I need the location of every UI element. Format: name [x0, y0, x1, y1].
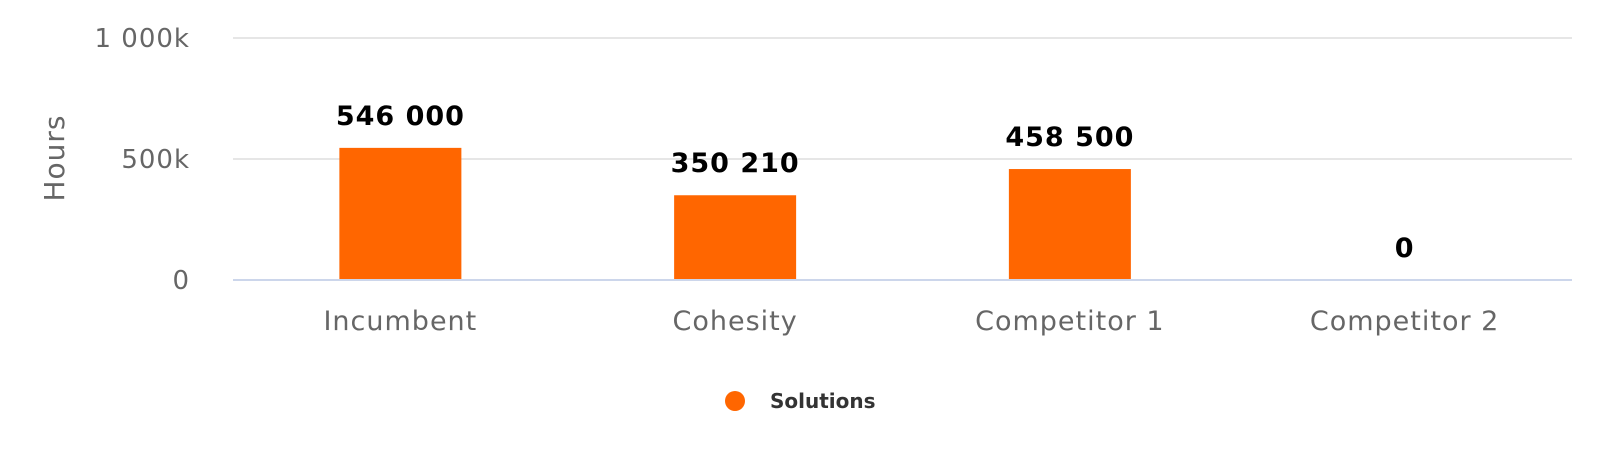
axes: 0 500k 1 000k Incumbent Cohesity Competitor 1… — [95, 24, 1572, 337]
legend[interactable]: Solutions — [725, 389, 876, 413]
data-labels: 546 000 350 210 458 500 0 — [336, 101, 1415, 264]
x-tick-label: Competitor 2 — [1310, 306, 1499, 337]
legend-marker — [725, 391, 745, 411]
x-tick-label: Cohesity — [673, 306, 798, 337]
y-tick-label: 1 000k — [95, 24, 191, 54]
y-tick-label: 0 — [172, 266, 190, 296]
bar — [674, 195, 797, 280]
data-label: 350 210 — [671, 148, 800, 179]
legend-label-solutions: Solutions — [770, 389, 876, 413]
bars — [339, 147, 1131, 280]
y-tick-label: 500k — [121, 145, 190, 175]
bar — [1008, 169, 1131, 280]
data-label: 0 — [1395, 233, 1415, 264]
y-axis-title: Hours — [38, 114, 71, 201]
data-label: 458 500 — [1005, 122, 1134, 153]
gridlines — [233, 37, 1572, 160]
bar — [339, 147, 462, 280]
x-tick-label: Incumbent — [323, 306, 477, 337]
x-tick-label: Competitor 1 — [975, 306, 1164, 337]
data-label: 546 000 — [336, 101, 465, 132]
